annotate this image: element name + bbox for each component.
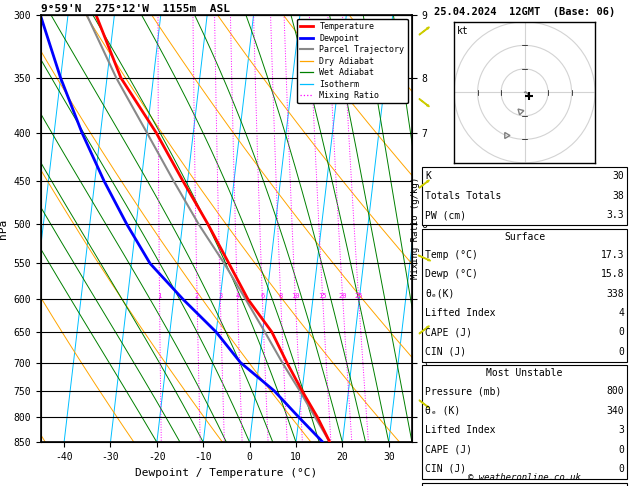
Text: 340: 340: [606, 406, 624, 416]
Text: 0: 0: [618, 347, 624, 357]
Text: Lifted Index: Lifted Index: [425, 425, 496, 435]
Text: 10: 10: [291, 293, 299, 299]
Text: 0: 0: [618, 464, 624, 474]
Text: θₑ (K): θₑ (K): [425, 406, 460, 416]
Text: CIN (J): CIN (J): [425, 464, 466, 474]
Text: 20: 20: [338, 293, 347, 299]
Text: 8: 8: [279, 293, 283, 299]
Text: 25: 25: [354, 293, 363, 299]
Text: Mixing Ratio (g/kg): Mixing Ratio (g/kg): [411, 177, 420, 279]
Text: Lifted Index: Lifted Index: [425, 308, 496, 318]
Text: 338: 338: [606, 289, 624, 298]
Text: © weatheronline.co.uk: © weatheronline.co.uk: [468, 473, 581, 482]
Text: 0: 0: [618, 328, 624, 337]
Text: 3.3: 3.3: [606, 210, 624, 220]
Text: 15.8: 15.8: [601, 269, 624, 279]
Text: 15: 15: [318, 293, 327, 299]
Text: 3: 3: [218, 293, 223, 299]
Text: Pressure (mb): Pressure (mb): [425, 386, 501, 396]
Text: 4: 4: [618, 308, 624, 318]
Text: kt: kt: [457, 26, 469, 36]
Text: Most Unstable: Most Unstable: [486, 368, 563, 379]
Text: Surface: Surface: [504, 232, 545, 242]
Text: 3: 3: [618, 425, 624, 435]
Text: K: K: [425, 172, 431, 181]
Text: Dewp (°C): Dewp (°C): [425, 269, 478, 279]
Text: 6: 6: [260, 293, 265, 299]
Text: 4: 4: [235, 293, 240, 299]
Text: 0: 0: [618, 445, 624, 454]
Text: 30: 30: [612, 172, 624, 181]
Y-axis label: km
ASL: km ASL: [459, 218, 476, 239]
Text: θₑ(K): θₑ(K): [425, 289, 455, 298]
Text: 25.04.2024  12GMT  (Base: 06): 25.04.2024 12GMT (Base: 06): [434, 7, 615, 17]
Text: CAPE (J): CAPE (J): [425, 445, 472, 454]
Text: 38: 38: [612, 191, 624, 201]
Text: Totals Totals: Totals Totals: [425, 191, 501, 201]
Text: Temp (°C): Temp (°C): [425, 250, 478, 260]
Text: 2: 2: [195, 293, 199, 299]
Text: 17.3: 17.3: [601, 250, 624, 260]
Text: CIN (J): CIN (J): [425, 347, 466, 357]
Text: 9°59'N  275°12'W  1155m  ASL: 9°59'N 275°12'W 1155m ASL: [41, 4, 230, 14]
Text: PW (cm): PW (cm): [425, 210, 466, 220]
Text: 800: 800: [606, 386, 624, 396]
Text: CAPE (J): CAPE (J): [425, 328, 472, 337]
X-axis label: Dewpoint / Temperature (°C): Dewpoint / Temperature (°C): [135, 468, 318, 478]
Legend: Temperature, Dewpoint, Parcel Trajectory, Dry Adiabat, Wet Adiabat, Isotherm, Mi: Temperature, Dewpoint, Parcel Trajectory…: [297, 19, 408, 104]
Text: 1: 1: [157, 293, 162, 299]
Y-axis label: hPa: hPa: [0, 218, 8, 239]
